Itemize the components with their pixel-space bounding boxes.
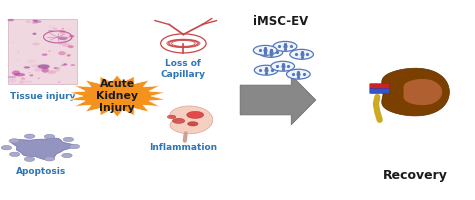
Ellipse shape: [26, 61, 34, 64]
Polygon shape: [382, 68, 449, 116]
Ellipse shape: [38, 64, 50, 69]
Ellipse shape: [62, 43, 70, 47]
Ellipse shape: [14, 73, 25, 76]
Ellipse shape: [58, 51, 66, 55]
Ellipse shape: [66, 28, 72, 30]
Ellipse shape: [53, 28, 57, 29]
Ellipse shape: [42, 54, 48, 56]
Ellipse shape: [8, 19, 14, 21]
Polygon shape: [11, 138, 74, 160]
Ellipse shape: [70, 64, 76, 66]
Ellipse shape: [48, 25, 55, 28]
Ellipse shape: [48, 51, 51, 52]
Ellipse shape: [67, 54, 71, 56]
Ellipse shape: [28, 72, 30, 73]
Ellipse shape: [69, 35, 75, 37]
Ellipse shape: [26, 67, 29, 68]
Ellipse shape: [48, 73, 51, 75]
Ellipse shape: [31, 22, 38, 24]
Circle shape: [188, 122, 198, 126]
FancyBboxPatch shape: [9, 19, 77, 84]
Ellipse shape: [54, 67, 59, 69]
Text: iMSC-EV: iMSC-EV: [253, 15, 308, 28]
Circle shape: [167, 115, 176, 119]
Ellipse shape: [66, 54, 70, 57]
Circle shape: [44, 134, 55, 139]
Ellipse shape: [58, 41, 66, 45]
Ellipse shape: [21, 78, 26, 80]
Text: Apoptosis: Apoptosis: [16, 167, 67, 176]
FancyBboxPatch shape: [370, 84, 390, 89]
Ellipse shape: [29, 74, 33, 76]
Ellipse shape: [32, 33, 37, 35]
Text: Acute
Kidney
Injury: Acute Kidney Injury: [96, 79, 138, 113]
Ellipse shape: [55, 68, 60, 72]
Ellipse shape: [68, 46, 74, 48]
Circle shape: [254, 65, 278, 75]
Ellipse shape: [9, 79, 17, 83]
Circle shape: [9, 139, 19, 143]
Circle shape: [44, 157, 55, 161]
Circle shape: [24, 134, 35, 138]
Ellipse shape: [62, 28, 64, 29]
Ellipse shape: [55, 67, 61, 69]
Ellipse shape: [63, 63, 67, 66]
Polygon shape: [68, 75, 166, 117]
Circle shape: [187, 111, 204, 118]
Ellipse shape: [34, 68, 42, 72]
Circle shape: [69, 144, 80, 149]
Ellipse shape: [32, 20, 38, 21]
Text: Inflammation: Inflammation: [149, 143, 218, 152]
Ellipse shape: [25, 80, 32, 83]
Polygon shape: [403, 79, 442, 105]
Circle shape: [63, 137, 74, 142]
Circle shape: [286, 69, 310, 79]
Ellipse shape: [61, 33, 73, 38]
Circle shape: [62, 153, 72, 158]
Circle shape: [259, 47, 283, 57]
Ellipse shape: [25, 20, 31, 23]
Ellipse shape: [8, 76, 16, 78]
Ellipse shape: [24, 66, 30, 69]
Ellipse shape: [58, 81, 60, 83]
Ellipse shape: [12, 70, 20, 75]
FancyBboxPatch shape: [370, 88, 390, 94]
Text: Recovery: Recovery: [383, 169, 447, 182]
Ellipse shape: [14, 59, 19, 61]
Ellipse shape: [48, 70, 57, 74]
Ellipse shape: [65, 43, 71, 47]
Circle shape: [273, 41, 297, 51]
Ellipse shape: [61, 65, 65, 66]
Circle shape: [172, 118, 185, 123]
Circle shape: [1, 145, 12, 150]
Polygon shape: [170, 106, 213, 134]
Ellipse shape: [16, 46, 18, 47]
Ellipse shape: [28, 59, 37, 63]
Ellipse shape: [18, 51, 19, 52]
Ellipse shape: [19, 80, 25, 84]
Text: Loss of
Capillary: Loss of Capillary: [161, 59, 206, 79]
Text: Tissue injury: Tissue injury: [10, 92, 76, 101]
Circle shape: [290, 49, 314, 59]
Circle shape: [10, 152, 20, 157]
Circle shape: [271, 61, 294, 71]
Ellipse shape: [11, 42, 14, 44]
Ellipse shape: [59, 30, 66, 34]
Ellipse shape: [48, 30, 53, 32]
Circle shape: [24, 157, 35, 161]
Ellipse shape: [58, 36, 67, 40]
Ellipse shape: [32, 43, 40, 45]
Ellipse shape: [33, 20, 41, 23]
Ellipse shape: [25, 66, 27, 67]
Ellipse shape: [64, 40, 66, 42]
Ellipse shape: [41, 68, 49, 73]
Ellipse shape: [67, 38, 74, 40]
Ellipse shape: [68, 45, 74, 48]
Ellipse shape: [31, 64, 40, 67]
Polygon shape: [240, 75, 316, 125]
Circle shape: [253, 45, 277, 55]
